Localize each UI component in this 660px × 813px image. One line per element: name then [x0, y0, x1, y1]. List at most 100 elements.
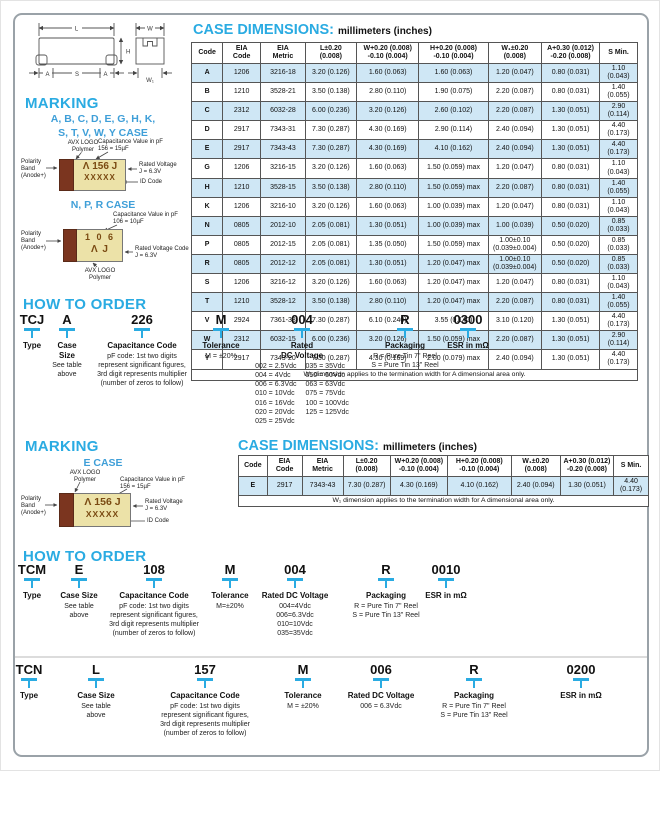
- case-dimensions-table: Code EIA Code EIA Metric L±0.20 (0.008) W+0.…: [190, 42, 638, 381]
- value-cell: 1206: [222, 273, 262, 294]
- table-header-row: Code EIA Code EIA Metric L±0.20 (0.008) W+0.…: [190, 42, 638, 64]
- order-note: 004=4Vdc 006=6.3Vdc 010=10Vdc 035=35Vdc: [276, 602, 314, 637]
- value-cell: 1.30 (0.051): [541, 139, 601, 160]
- value-cell: 6.00 (0.236): [304, 330, 358, 351]
- chip1-polarity-label: Polarity Band (Anode+): [21, 159, 46, 180]
- order-code: L: [92, 662, 100, 677]
- value-cell: 1.20 (0.047) max: [418, 253, 489, 275]
- order-note: M = ±20%: [205, 352, 237, 360]
- table1-title: CASE DIMENSIONS: millimeters (inches): [193, 21, 432, 39]
- value-cell: 2.20 (0.087): [487, 177, 543, 198]
- table-row-B: B 1210 3528-21 3.50 (0.138) 2.80 (0.110) 1.90…: [190, 82, 638, 103]
- code-cell: B: [190, 82, 224, 103]
- order-label: Tolerance: [211, 591, 249, 600]
- voltage-option-column: 002 = 2.5Vdc 004 = 4Vdc 006 = 6.3Vdc 010…: [255, 363, 297, 425]
- value-cell: 0805: [222, 215, 262, 236]
- order-note: 006 = 6.3Vdc: [360, 702, 402, 710]
- order-label: Type: [22, 341, 42, 350]
- order-label: Packaging: [453, 691, 494, 700]
- value-cell: 4.30 (0.169): [355, 139, 420, 160]
- order-note: See table above: [81, 702, 111, 719]
- value-cell: 7343-43: [301, 475, 344, 497]
- table-row-S: S 1206 3216-12 3.20 (0.126) 1.60 (0.063) 1.20…: [190, 273, 638, 294]
- value-cell: 6.00 (0.236): [304, 101, 358, 122]
- code-cell: Y: [190, 349, 224, 370]
- order-column: TCN Type: [2, 663, 56, 701]
- order-note: pF code: 1st two digits represent signif…: [109, 602, 199, 637]
- value-cell: 2.05 (0.081): [304, 234, 358, 255]
- order-column: 006 Rated DC Voltage 006 = 6.3Vdc: [326, 663, 436, 711]
- npr-case-heading: N, P, R CASE: [70, 199, 136, 211]
- column-header: S Min.: [613, 455, 649, 477]
- order-label: Rated DC Voltage: [347, 691, 415, 700]
- table-row-C: C 2312 6032-28 6.00 (0.236) 3.20 (0.126) 2.60…: [190, 101, 638, 122]
- table2-title: CASE DIMENSIONS: millimeters (inches): [238, 437, 477, 455]
- value-cell: 1.90 (0.075): [418, 82, 489, 103]
- chip2-voltage-label: Rated Voltage Code J = 6.3V: [135, 246, 189, 260]
- code-cell: E: [190, 139, 224, 160]
- value-cell: 0.50 (0.020): [541, 215, 601, 236]
- order-note: R = Pure Tin 7" Reel S = Pure Tin 13" Re…: [440, 702, 508, 719]
- value-cell: 3216-10: [260, 196, 306, 217]
- value-cell: 1.30 (0.051): [355, 215, 420, 236]
- order1-title: HOW TO ORDER: [23, 296, 147, 313]
- value-cell: 1.00±0.10 (0.039±0.004): [487, 234, 543, 255]
- chip3-marking-line1: Λ 156 J: [84, 496, 121, 508]
- value-cell: 1.30 (0.051): [541, 349, 601, 370]
- marking1-title: MARKING: [25, 95, 99, 112]
- table-row-W: W 2312 6032-15 6.00 (0.236) 3.20 (0.126) 1.50…: [190, 330, 638, 351]
- value-cell: 2917: [222, 139, 262, 160]
- value-cell: 3.50 (0.138): [304, 292, 358, 313]
- chip3-polarity-label: Polarity Band (Anode+): [21, 496, 46, 517]
- order-column: R Packaging R = Pure Tin 7" Reel S = Pure …: [340, 313, 470, 370]
- value-cell: 3.20 (0.126): [304, 62, 358, 84]
- chip3-logo-label: AVX LOGO Polymer: [69, 470, 101, 484]
- order-label: Case Size: [77, 691, 115, 700]
- value-cell: 2.05 (0.081): [304, 215, 358, 236]
- order-code: M: [224, 562, 236, 577]
- value-cell: 1.20 (0.047) max: [418, 292, 489, 313]
- table-row-T: T 1210 3528-12 3.50 (0.138) 2.80 (0.110) 1.20…: [190, 292, 638, 313]
- value-cell: 2.80 (0.110): [355, 177, 420, 198]
- value-cell: 1210: [222, 82, 262, 103]
- order-label: ESR in mΩ: [560, 691, 602, 700]
- table-row-A: A 1206 3216-18 3.20 (0.126) 1.60 (0.063) 1.60…: [190, 62, 638, 84]
- value-cell: 1.50 (0.059) max: [418, 177, 489, 198]
- chip3-marking-line2: XXXXX: [85, 509, 120, 519]
- page-frame: [13, 13, 649, 757]
- value-cell: 1206: [222, 158, 262, 179]
- value-cell: 7.30 (0.287): [304, 139, 358, 160]
- value-cell: 2.80 (0.110): [355, 292, 420, 313]
- chip1-polarity-band: [59, 159, 74, 191]
- chip1-cap-label: Capacitance Value in pF 156 = 15µF: [98, 139, 163, 153]
- value-cell: 1.35 (0.050): [355, 234, 420, 255]
- footnote-row: W₁ dimension applies to the termination …: [191, 368, 638, 381]
- order-label: ESR in mΩ: [425, 591, 467, 600]
- voltage-options: 002 = 2.5Vdc 004 = 4Vdc 006 = 6.3Vdc 010…: [227, 362, 377, 426]
- order-code: TCN: [15, 662, 43, 677]
- value-cell: 2012-12: [260, 253, 306, 275]
- marking2-title: MARKING: [25, 438, 99, 455]
- column-header: H+0.20 (0.008) -0.10 (0.004): [447, 455, 512, 477]
- order-column: 108 Capacitance Code pF code: 1st two digi…: [74, 563, 234, 638]
- value-cell: 1.10 (0.043): [599, 273, 638, 294]
- value-cell: 4.40 (0.173): [599, 139, 638, 160]
- voltage-option-column: 035 = 35Vdc 050 = 50Vdc 063 = 63Vdc 075 …: [305, 363, 349, 416]
- value-cell: 0.80 (0.031): [541, 196, 601, 217]
- value-cell: 0.80 (0.031): [541, 82, 601, 103]
- value-cell: 3216-12: [260, 273, 306, 294]
- table-footnote: W₁ dimension applies to the termination …: [238, 495, 649, 508]
- order-code: TCJ: [19, 312, 45, 327]
- value-cell: 3.20 (0.126): [355, 330, 420, 351]
- t-connector-icon: [24, 328, 40, 338]
- value-cell: 1.50 (0.059) max: [418, 330, 489, 351]
- order-code: M: [215, 312, 227, 327]
- value-cell: 4.30 (0.169): [355, 349, 420, 370]
- order-column: E Case Size See table above: [47, 563, 111, 620]
- order-code: M: [297, 662, 309, 677]
- value-cell: 2.80 (0.110): [355, 82, 420, 103]
- value-cell: 2.40 (0.094): [487, 139, 543, 160]
- value-cell: 1.30 (0.051): [541, 101, 601, 122]
- order1-diagram: TCJ Type A Case Size See table above 226 Capac…: [1, 313, 660, 463]
- column-header: H+0.20 (0.008) -0.10 (0.004): [418, 42, 489, 64]
